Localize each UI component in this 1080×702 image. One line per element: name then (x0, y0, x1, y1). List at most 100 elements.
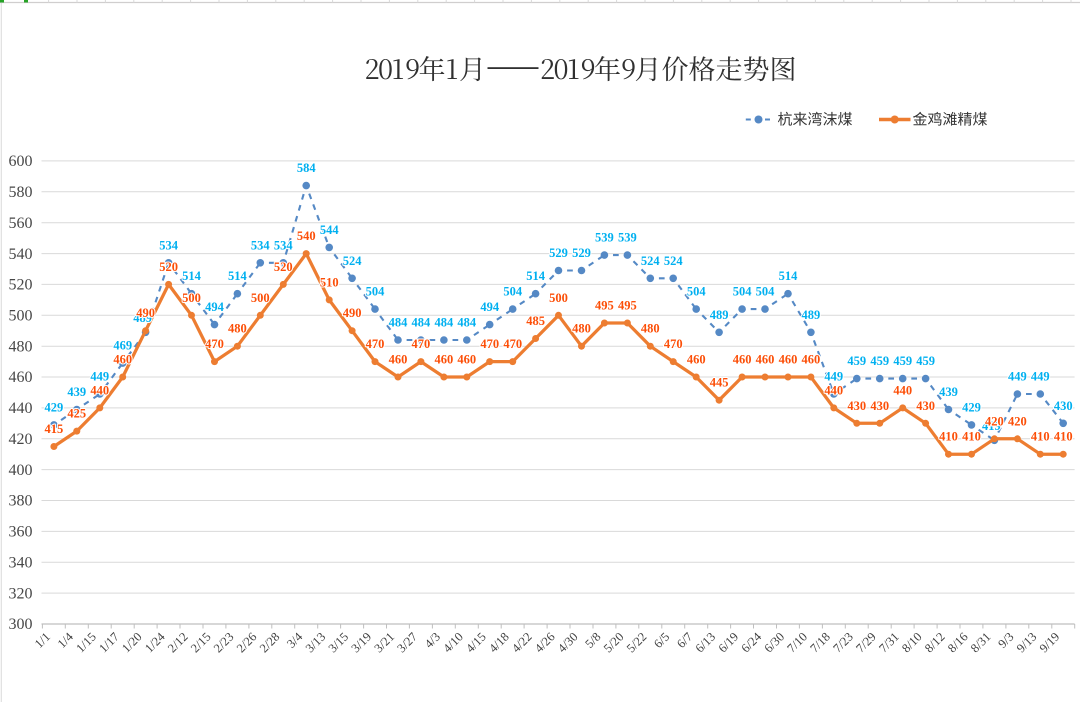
svg-text:410: 410 (1054, 430, 1073, 444)
svg-text:500: 500 (549, 291, 568, 305)
svg-text:430: 430 (1054, 399, 1073, 413)
svg-text:445: 445 (710, 376, 729, 390)
svg-text:485: 485 (526, 314, 545, 328)
svg-text:440: 440 (824, 383, 843, 397)
svg-text:460: 460 (733, 353, 752, 367)
svg-text:529: 529 (572, 246, 591, 260)
svg-text:360: 360 (9, 524, 33, 541)
svg-text:430: 430 (916, 399, 935, 413)
svg-text:504: 504 (366, 285, 386, 299)
svg-text:470: 470 (480, 337, 499, 351)
svg-text:480: 480 (228, 322, 247, 336)
svg-text:470: 470 (503, 337, 522, 351)
svg-text:410: 410 (962, 430, 981, 444)
svg-text:534: 534 (274, 238, 294, 252)
svg-text:460: 460 (457, 353, 476, 367)
svg-text:520: 520 (9, 277, 33, 294)
svg-text:440: 440 (9, 400, 33, 417)
svg-text:415: 415 (45, 422, 64, 436)
svg-text:470: 470 (664, 337, 683, 351)
svg-text:429: 429 (45, 400, 64, 414)
svg-text:484: 484 (457, 316, 477, 330)
svg-text:494: 494 (480, 300, 500, 314)
svg-text:470: 470 (205, 337, 224, 351)
svg-text:449: 449 (1031, 370, 1050, 384)
svg-text:449: 449 (90, 370, 109, 384)
svg-text:340: 340 (9, 555, 33, 572)
svg-text:459: 459 (893, 354, 912, 368)
svg-text:460: 460 (113, 353, 132, 367)
svg-text:300: 300 (9, 616, 33, 633)
svg-text:534: 534 (251, 238, 271, 252)
svg-text:459: 459 (916, 354, 935, 368)
svg-text:500: 500 (182, 291, 201, 305)
svg-text:514: 514 (182, 269, 202, 283)
svg-text:459: 459 (847, 354, 866, 368)
svg-text:489: 489 (710, 308, 729, 322)
svg-text:520: 520 (274, 260, 293, 274)
svg-text:520: 520 (159, 260, 178, 274)
svg-text:439: 439 (939, 385, 958, 399)
svg-text:539: 539 (595, 231, 614, 245)
svg-text:514: 514 (228, 269, 248, 283)
svg-text:410: 410 (1031, 430, 1050, 444)
svg-text:460: 460 (802, 353, 821, 367)
svg-text:430: 430 (847, 399, 866, 413)
svg-text:480: 480 (572, 322, 591, 336)
svg-text:420: 420 (1008, 414, 1027, 428)
svg-text:484: 484 (435, 316, 455, 330)
svg-text:510: 510 (320, 275, 339, 289)
svg-text:400: 400 (9, 462, 33, 479)
svg-text:429: 429 (962, 400, 981, 414)
svg-text:484: 484 (412, 316, 432, 330)
svg-text:495: 495 (595, 299, 614, 313)
svg-text:504: 504 (756, 285, 776, 299)
svg-text:440: 440 (90, 383, 109, 397)
svg-text:320: 320 (9, 585, 33, 602)
svg-text:410: 410 (939, 430, 958, 444)
svg-text:469: 469 (113, 339, 132, 353)
svg-text:560: 560 (9, 215, 33, 232)
svg-text:470: 470 (366, 337, 385, 351)
svg-text:490: 490 (136, 306, 155, 320)
svg-text:490: 490 (343, 306, 362, 320)
svg-text:494: 494 (205, 300, 225, 314)
svg-text:489: 489 (802, 308, 821, 322)
svg-text:584: 584 (297, 161, 317, 175)
svg-text:495: 495 (618, 299, 637, 313)
svg-text:480: 480 (9, 338, 33, 355)
svg-text:524: 524 (664, 254, 684, 268)
svg-text:420: 420 (9, 431, 33, 448)
svg-text:529: 529 (549, 246, 568, 260)
svg-text:504: 504 (733, 285, 753, 299)
svg-text:524: 524 (641, 254, 661, 268)
svg-text:460: 460 (435, 353, 454, 367)
svg-text:470: 470 (412, 337, 431, 351)
svg-text:419: 419 (982, 419, 1001, 433)
svg-text:500: 500 (9, 308, 33, 325)
svg-text:489: 489 (133, 311, 152, 325)
svg-text:534: 534 (159, 238, 179, 252)
svg-text:430: 430 (870, 399, 889, 413)
svg-text:484: 484 (389, 316, 409, 330)
svg-text:524: 524 (343, 254, 363, 268)
svg-text:504: 504 (503, 285, 523, 299)
svg-text:500: 500 (251, 291, 270, 305)
svg-text:460: 460 (756, 353, 775, 367)
svg-text:449: 449 (824, 370, 843, 384)
svg-text:480: 480 (641, 322, 660, 336)
svg-text:514: 514 (526, 269, 546, 283)
svg-text:504: 504 (687, 285, 707, 299)
svg-text:425: 425 (67, 407, 86, 421)
svg-text:540: 540 (9, 246, 33, 263)
svg-text:460: 460 (687, 353, 706, 367)
svg-text:460: 460 (779, 353, 798, 367)
svg-text:539: 539 (618, 231, 637, 245)
svg-text:580: 580 (9, 184, 33, 201)
svg-text:544: 544 (320, 223, 340, 237)
svg-text:460: 460 (389, 353, 408, 367)
svg-text:449: 449 (1008, 370, 1027, 384)
svg-text:459: 459 (870, 354, 889, 368)
svg-text:600: 600 (9, 153, 33, 170)
svg-text:439: 439 (67, 385, 86, 399)
